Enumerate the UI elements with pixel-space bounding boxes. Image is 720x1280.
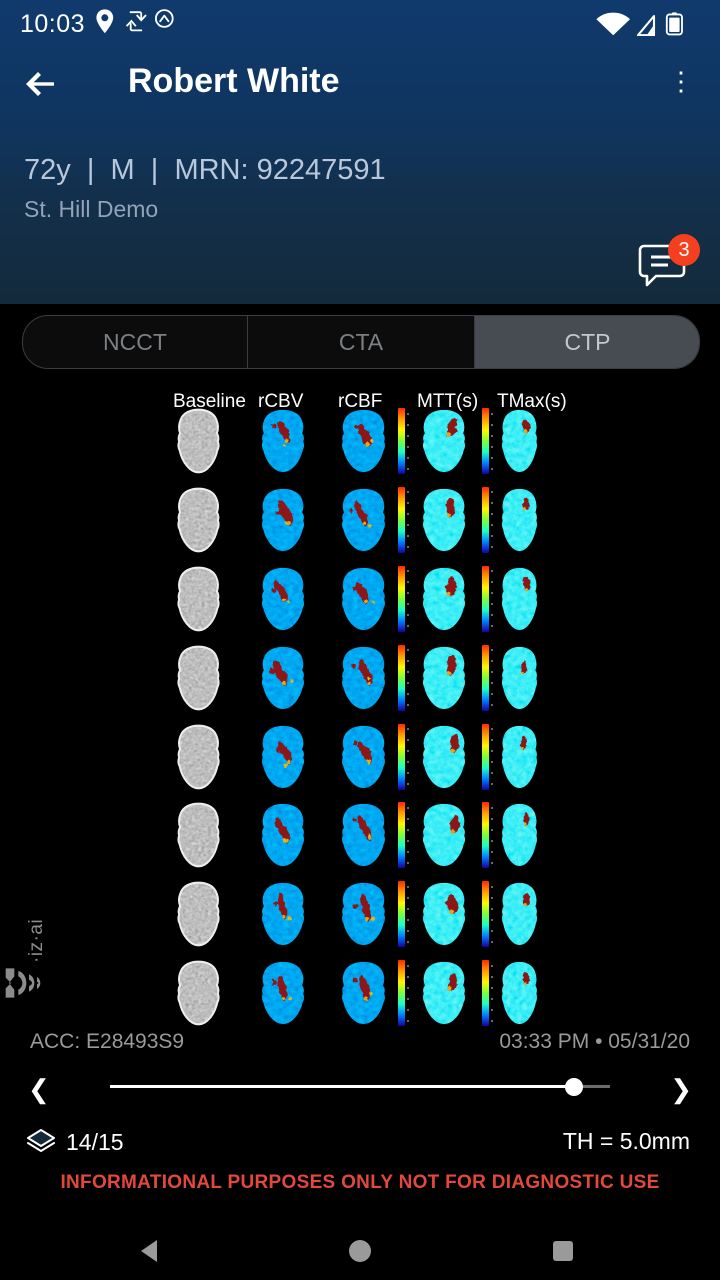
svg-text:·iz·ai: ·iz·ai (26, 919, 47, 963)
